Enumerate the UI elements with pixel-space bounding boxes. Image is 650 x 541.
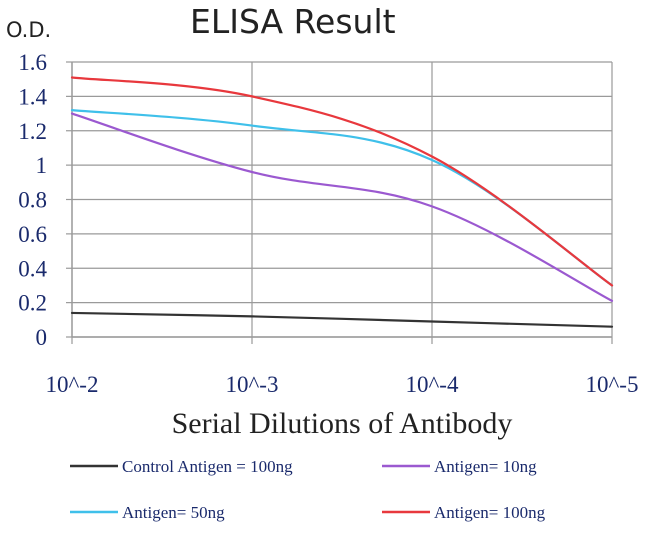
legend-label: Antigen= 100ng [434,503,546,522]
series-line-2 [70,109,614,287]
y-tick-label: 1.4 [18,84,47,109]
y-axis-label: O.D. [6,18,52,42]
x-tick-label: 10^-4 [406,372,459,397]
x-tick-label: 10^-3 [226,372,279,397]
legend-label: Antigen= 50ng [122,503,225,522]
series-line-0 [70,311,614,328]
legend: Control Antigen = 100ng Antigen= 10ng Anti… [70,457,546,522]
series-lines [70,76,614,328]
y-tick-label: 0.8 [18,188,47,213]
chart-title: ELISA Result [190,2,396,41]
x-axis-label: Serial Dilutions of Antibody [172,407,513,440]
y-tick-label: 1 [36,153,48,178]
y-tick-label: 0.2 [18,291,47,316]
y-tick-label: 0.6 [18,222,47,247]
y-tick-label: 0.4 [18,256,47,281]
y-tick-label: 1.2 [18,119,47,144]
x-tick-label: 10^-5 [586,372,639,397]
series-line-1 [70,112,614,303]
x-tick-label: 10^-2 [46,372,99,397]
y-tick-labels: 0 0.2 0.4 0.6 0.8 1 1.2 1.4 1.6 [18,50,47,350]
legend-label: Antigen= 10ng [434,457,537,476]
legend-label: Control Antigen = 100ng [122,457,293,476]
x-tick-labels: 10^-2 10^-3 10^-4 10^-5 [46,372,639,397]
y-tick-label: 0 [36,325,48,350]
series-line-3 [70,76,614,287]
grid-lines [66,61,613,344]
y-tick-label: 1.6 [18,50,47,75]
